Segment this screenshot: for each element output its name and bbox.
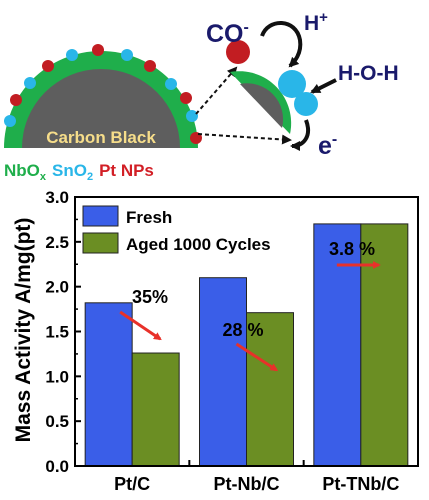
- y-tick-label: 0.5: [45, 412, 69, 431]
- zoom-pt-particle: [226, 40, 250, 64]
- bar-aged-3: [360, 223, 409, 467]
- annotations: 35% 28 % 3.8 %: [119, 239, 381, 372]
- decline-label-3: 3.8 %: [329, 239, 375, 259]
- material-legend: NbOx SnO2 Pt NPs: [4, 161, 154, 183]
- y-axis: 0.0 0.5 1.0 1.5 2.0 2.5 3.0: [45, 188, 81, 476]
- legend-sno2-sub: 2: [87, 171, 93, 183]
- co-label: CO-: [206, 19, 249, 48]
- x-tick-label: Pt-TNb/C: [322, 474, 399, 494]
- x-tick-label: Pt/C: [114, 474, 150, 494]
- pt-nanoparticles: [10, 44, 202, 144]
- carbon-black-core: [22, 69, 180, 148]
- bar-fresh-3: [313, 223, 362, 467]
- zoom-line-bottom: [197, 133, 292, 145]
- bar-fresh-1: [84, 302, 133, 467]
- bar-aged-1: [131, 352, 180, 467]
- zoom-sno2-particle-2: [294, 92, 318, 116]
- schematic: Carbon Black NbOx SnO2 Pt NPs CO- H+ H-O-H…: [4, 9, 399, 183]
- legend-nbox: NbO: [4, 161, 40, 180]
- legend-label-1: Fresh: [126, 208, 172, 227]
- legend-nbox-sub: x: [40, 171, 47, 183]
- decline-label-2: 28 %: [222, 320, 263, 340]
- y-tick-label: 0.0: [45, 457, 69, 476]
- y-tick-label: 2.0: [45, 278, 69, 297]
- legend-pt: Pt NPs: [99, 161, 154, 180]
- decline-arrow-2: [235, 342, 279, 372]
- y-tick-label: 1.5: [45, 323, 69, 342]
- zoomed-surface: [226, 40, 318, 134]
- proton-label: H+: [304, 9, 328, 35]
- zoom-sno2-particle-1: [278, 70, 306, 98]
- electron-label: e-: [318, 131, 337, 160]
- legend-sno2: SnO: [52, 161, 87, 180]
- y-tick-label: 1.0: [45, 367, 69, 386]
- decline-arrow-1: [119, 310, 162, 341]
- y-axis-title: Mass Activity A/mg(pt): [12, 218, 35, 443]
- legend-swatch-1: [82, 205, 119, 227]
- bars: [84, 223, 409, 467]
- x-tick-label: Pt-Nb/C: [214, 474, 280, 494]
- legend-label-2: Aged 1000 Cycles: [126, 235, 271, 254]
- y-tick-label: 2.5: [45, 233, 69, 252]
- electron-arrow: [290, 119, 311, 151]
- carbon-black-label: Carbon Black: [46, 128, 156, 147]
- water-arrow: [310, 78, 337, 94]
- decline-label-1: 35%: [132, 287, 168, 307]
- co-oxidation-arrow: [260, 21, 303, 68]
- water-label: H-O-H: [338, 62, 399, 85]
- zoom-line-top: [195, 66, 238, 115]
- chart-legend: Fresh Aged 1000 Cycles: [82, 205, 271, 254]
- sno2-particles: [4, 49, 198, 127]
- legend-swatch-2: [82, 232, 119, 254]
- bar-aged-2: [246, 312, 294, 467]
- bar-fresh-2: [199, 277, 247, 467]
- x-axis: Pt/C Pt-Nb/C Pt-TNb/C: [114, 460, 419, 494]
- mass-activity-chart: Mass Activity A/mg(pt) 35%28 %3.8 % 0.00…: [12, 188, 419, 494]
- y-tick-label: 3.0: [45, 188, 69, 207]
